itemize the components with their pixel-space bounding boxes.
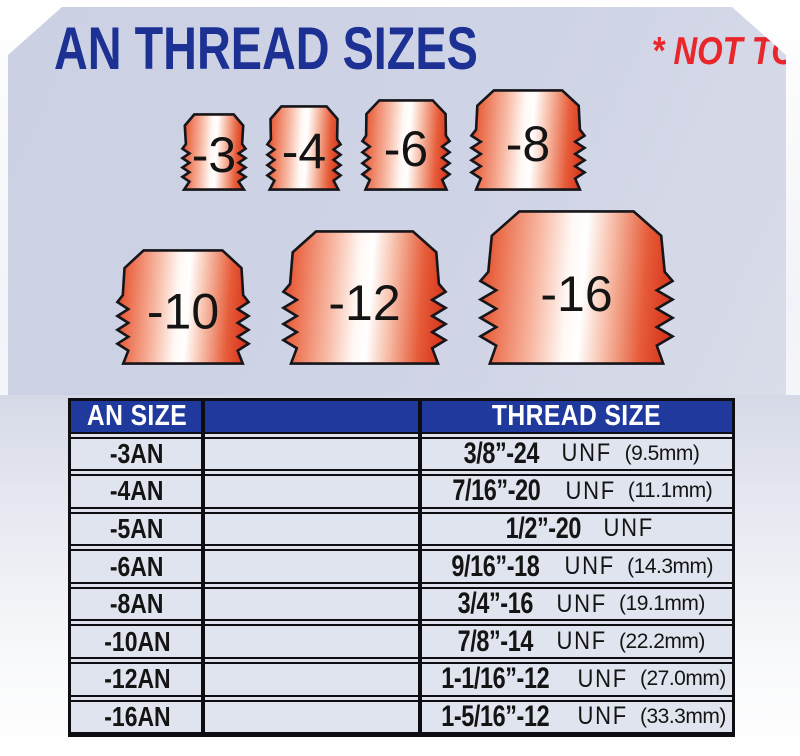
spacer-cell (203, 626, 420, 657)
an-size-cell: -5AN (110, 513, 164, 544)
header-line: AN THREAD SIZES * NOT TO SCALE * (8, 15, 786, 82)
thread-metric: (27.0mm) (639, 667, 726, 691)
fitting-body (360, 99, 452, 191)
thread-metric: (19.1mm) (619, 592, 705, 616)
fitting-label: -12 (328, 275, 400, 331)
an-size-cell: -4AN (110, 476, 164, 507)
fitting-body (469, 89, 587, 191)
an-size-cell: -6AN (110, 551, 164, 582)
not-to-scale-note: * NOT TO SCALE * (652, 30, 798, 73)
fitting-12: -12 (280, 230, 449, 365)
an-size-cell: -16AN (103, 701, 171, 732)
table-row: -5AN 1/2”-20 UNF (71, 511, 732, 547)
spacer-cell (203, 702, 420, 733)
table-row: -4AN 7/16”-20 UNF (11.1mm) (71, 474, 732, 509)
fitting-8: -8 (469, 89, 587, 191)
fitting-label: -3 (192, 127, 236, 183)
table-row: -3AN 3/8”-24 UNF (9.5mm) (71, 436, 732, 472)
column-divider-2 (418, 401, 422, 734)
an-size-cell: -3AN (110, 438, 164, 469)
fitting-label: -6 (384, 121, 428, 177)
an-size-cell: -12AN (103, 663, 171, 695)
thread-main: 3/8”-24 (463, 438, 539, 470)
table-header-row: AN SIZE THREAD SIZE (71, 401, 732, 434)
thread-metric: (9.5mm) (624, 441, 700, 465)
header-cell-an-size: AN SIZE (86, 401, 188, 432)
fitting-16: -16 (477, 210, 676, 365)
thread-size-cell: 1-5/16”-12 UNF (33.3mm) (420, 702, 732, 733)
spacer-cell (203, 664, 420, 695)
fitting-4: -4 (265, 105, 343, 191)
thread-main: 9/16”-18 (451, 551, 540, 582)
fitting-body (265, 105, 343, 191)
page-title: AN THREAD SIZES (54, 15, 478, 82)
fittings-row-large: -10 -12 -16 (114, 209, 676, 366)
table-row: -12AN 1-1/16”-12 UNF (27.0mm) (71, 661, 732, 697)
thread-unit: UNF (603, 514, 655, 543)
fitting-6: -6 (360, 99, 452, 191)
thread-metric: (14.3mm) (627, 554, 713, 578)
an-thread-table: AN SIZE THREAD SIZE -3AN 3/8”-24 UNF (9.5mm… (68, 398, 735, 737)
thread-unit: UNF (577, 702, 628, 731)
fitting-3: -3 (180, 113, 248, 191)
header-cell-spacer (203, 401, 420, 432)
thread-main: 7/8”-14 (457, 626, 534, 657)
spacer-cell (203, 439, 420, 470)
spacer-cell (203, 589, 420, 620)
header-cell-thread-size: THREAD SIZE (491, 401, 661, 432)
thread-size-cell: 9/16”-18 UNF (14.3mm) (420, 551, 732, 582)
thread-unit: UNF (556, 589, 607, 618)
thread-main: 3/4”-16 (457, 588, 534, 620)
thread-metric: (22.2mm) (619, 629, 705, 653)
thread-unit: UNF (577, 664, 628, 693)
thread-main: 1-5/16”-12 (441, 701, 550, 733)
thread-main: 1-1/16”-12 (441, 663, 550, 695)
thread-metric: (33.3mm) (639, 704, 726, 728)
fitting-body (280, 230, 449, 365)
thread-unit: UNF (564, 476, 616, 505)
spacer-cell (203, 551, 420, 582)
fitting-body (477, 210, 676, 365)
table-row: -10AN 7/8”-14 UNF (22.2mm) (71, 624, 732, 659)
spacer-cell (203, 514, 420, 545)
an-size-cell: -10AN (103, 626, 171, 657)
thread-main: 1/2”-20 (505, 513, 581, 545)
thread-size-cell: 7/16”-20 UNF (11.1mm) (420, 476, 732, 507)
thread-unit: UNF (564, 552, 615, 581)
table-row: -16AN 1-5/16”-12 UNF (33.3mm) (71, 699, 732, 735)
thread-size-cell: 3/8”-24 UNF (9.5mm) (420, 439, 732, 470)
fitting-label: -16 (540, 266, 612, 322)
thread-size-cell: 7/8”-14 UNF (22.2mm) (420, 626, 732, 657)
thread-main: 7/16”-20 (452, 476, 541, 507)
column-divider-1 (201, 401, 205, 734)
fitting-body (180, 113, 248, 191)
fitting-label: -8 (506, 116, 550, 172)
fitting-label: -4 (282, 124, 326, 180)
spacer-cell (203, 476, 420, 507)
an-size-cell: -8AN (110, 588, 164, 620)
fitting-10: -10 (114, 249, 252, 365)
illustration-panel: AN THREAD SIZES * NOT TO SCALE * -3-4-6-… (8, 7, 786, 395)
thread-unit: UNF (561, 439, 613, 468)
thread-size-cell: 1/2”-20 UNF (420, 514, 732, 545)
table-row: -8AN 3/4”-16 UNF (19.1mm) (71, 586, 732, 622)
fitting-label: -10 (147, 284, 219, 340)
fitting-body (114, 249, 252, 365)
thread-unit: UNF (556, 627, 607, 656)
thread-metric: (11.1mm) (627, 479, 713, 503)
thread-size-cell: 3/4”-16 UNF (19.1mm) (420, 589, 732, 620)
table-row: -6AN 9/16”-18 UNF (14.3mm) (71, 549, 732, 584)
fittings-row-small: -3 -4 -6 -8 (180, 88, 587, 192)
thread-size-cell: 1-1/16”-12 UNF (27.0mm) (420, 664, 732, 695)
